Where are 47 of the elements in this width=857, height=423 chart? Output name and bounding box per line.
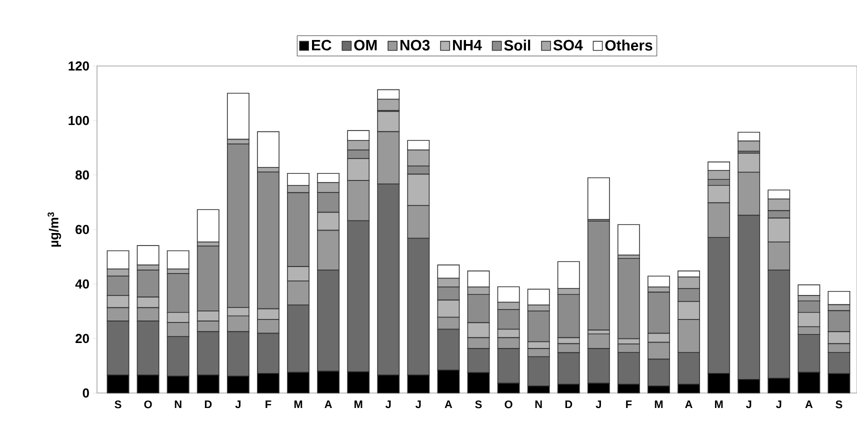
bar <box>257 131 280 168</box>
x-tick-label: S <box>114 400 122 408</box>
y-tick-label: 0 <box>82 388 89 398</box>
bar <box>166 250 190 270</box>
legend-label: Others <box>605 40 652 51</box>
bar <box>617 224 640 256</box>
x-tick-label: S <box>836 400 842 408</box>
legend-label: NH4 <box>453 40 482 50</box>
legend-label: EC <box>312 40 332 50</box>
bar <box>226 92 250 140</box>
legend-label: SO4 <box>553 40 583 50</box>
y-axis-title: µg/m$^{3}$ <box>48 212 62 247</box>
x-tick-label: S <box>475 400 482 408</box>
bar <box>196 209 220 242</box>
x-tick-label: F <box>266 400 272 408</box>
y-tick-label: 60 <box>76 224 89 234</box>
x-tick-label: A <box>324 400 332 408</box>
x-tick-label: A <box>805 400 813 408</box>
bar <box>617 258 640 340</box>
x-tick-label: M <box>354 400 362 408</box>
x-tick-label: O <box>504 400 512 408</box>
x-tick-label: J <box>235 400 240 408</box>
x-tick-label: A <box>444 400 452 408</box>
legend-label: NO3 <box>400 40 430 50</box>
x-tick-label: M <box>714 400 723 408</box>
x-tick-label: M <box>294 400 302 408</box>
y-tick-label: 100 <box>68 116 89 126</box>
x-tick-label: D <box>565 400 572 408</box>
x-tick-label: N <box>535 400 542 408</box>
legend-label: Soil <box>504 40 530 51</box>
x-tick-label: D <box>204 400 212 408</box>
x-tick-label: A <box>685 400 692 408</box>
x-tick-label: J <box>386 400 391 408</box>
y-tick-label: 20 <box>76 334 89 344</box>
y-tick-label: 120 <box>68 61 89 71</box>
x-tick-label: J <box>746 400 752 408</box>
x-tick-label: F <box>626 400 632 408</box>
bar <box>136 245 160 266</box>
x-tick-label: O <box>144 400 152 408</box>
x-tick-label: M <box>654 400 663 408</box>
y-tick-label: 40 <box>75 279 89 289</box>
x-tick-label: N <box>174 400 182 408</box>
x-tick-label: J <box>596 400 601 408</box>
x-tick-label: J <box>416 400 421 408</box>
legend-label: OM <box>354 40 377 50</box>
y-tick-label: 80 <box>75 170 89 180</box>
x-tick-label: J <box>776 400 782 408</box>
